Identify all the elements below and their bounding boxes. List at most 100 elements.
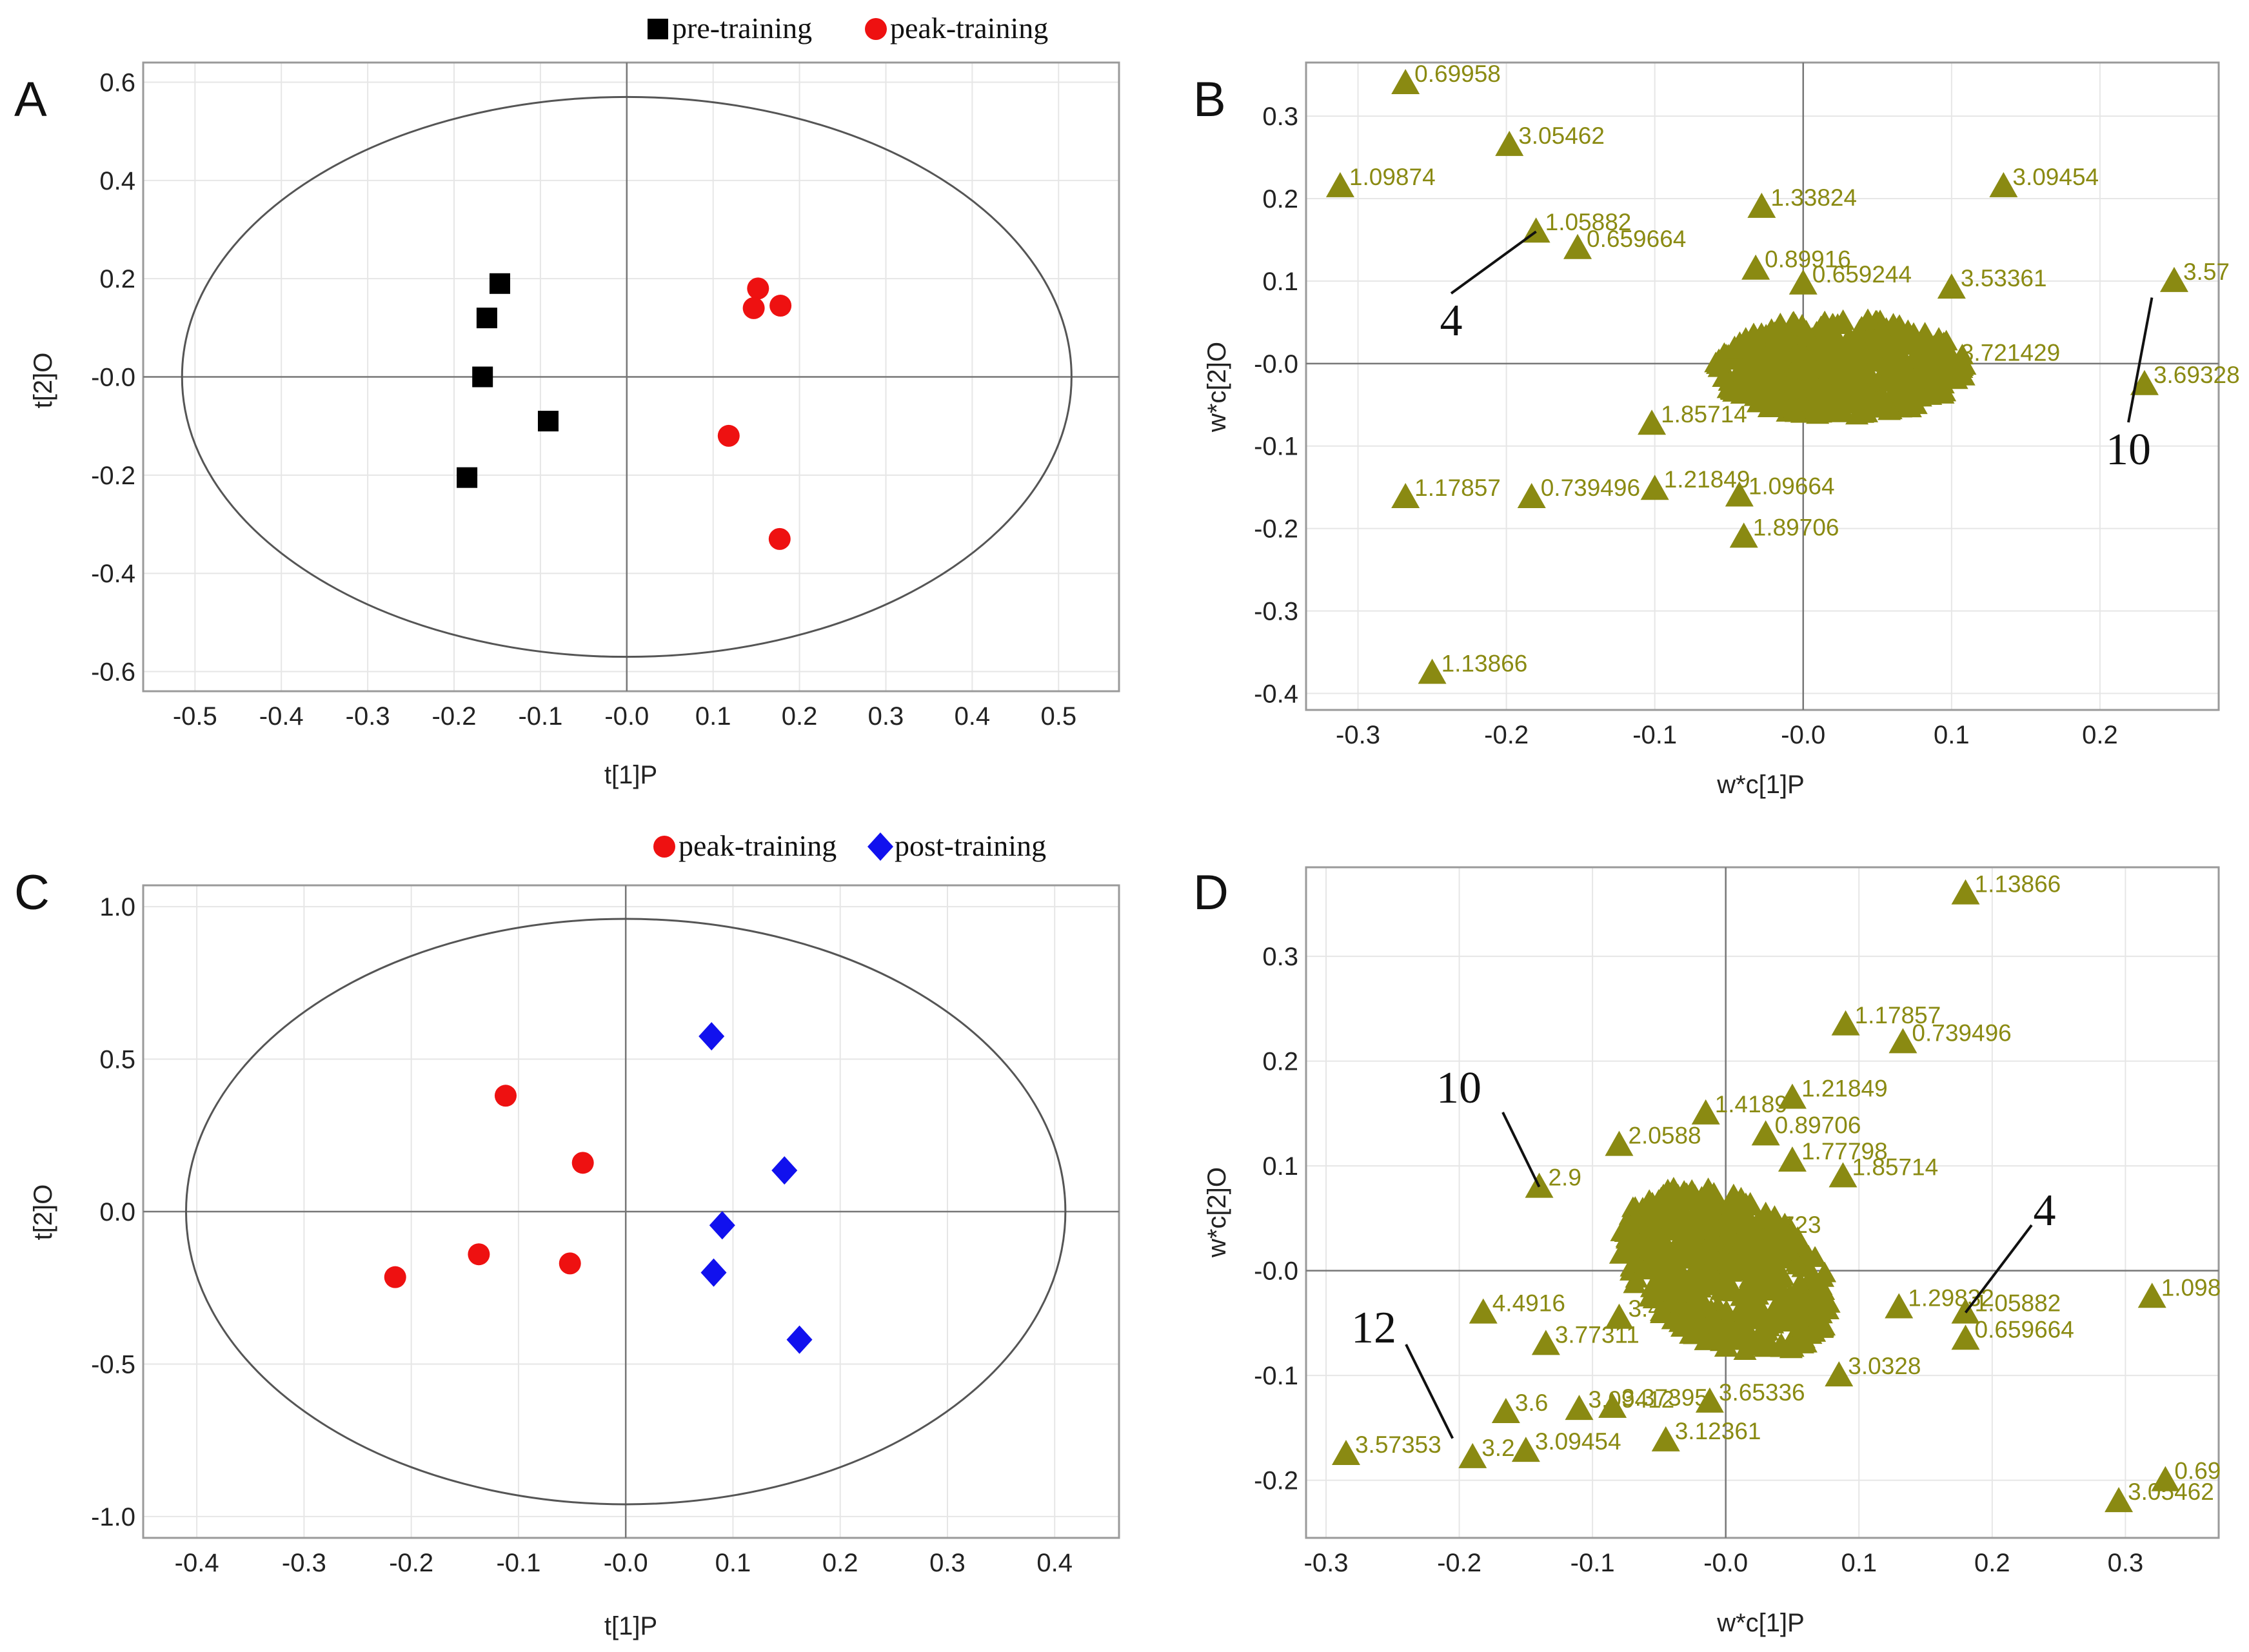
loading-point xyxy=(1861,341,1885,362)
loading-point-labeled xyxy=(1563,233,1592,259)
panel-letter: A xyxy=(14,72,47,127)
loading-point-label: 3.57 xyxy=(2183,259,2230,285)
loading-point-label: 3.65336 xyxy=(1719,1379,1805,1406)
loading-point xyxy=(1810,337,1834,359)
loading-point xyxy=(1757,360,1781,382)
loading-point-label: 0.739496 xyxy=(1912,1019,2011,1046)
x-axis-label: t[1]P xyxy=(604,761,657,789)
hotelling-ellipse xyxy=(181,95,1073,658)
loading-point-labeled xyxy=(1517,483,1546,509)
x-tick-label: -0.1 xyxy=(518,702,562,731)
y-tick-label: 0.0 xyxy=(99,1198,135,1226)
hotelling-ellipse xyxy=(185,918,1067,1506)
y-tick-label: -0.2 xyxy=(91,462,135,490)
loading-point-labeled xyxy=(1725,481,1754,507)
data-point-circle xyxy=(742,297,765,319)
x-tick-label: -0.5 xyxy=(173,702,217,731)
data-point-circle xyxy=(571,1152,594,1174)
data-point-circle xyxy=(769,295,792,317)
loading-point-label: 3.723 xyxy=(1761,1212,1821,1238)
x-tick-label: 0.2 xyxy=(2082,721,2118,749)
y-axis-label: w*c[2]O xyxy=(1203,1167,1231,1258)
loading-point-labeled xyxy=(1751,1120,1780,1146)
loading-point xyxy=(1903,368,1927,389)
loading-point xyxy=(1754,346,1778,367)
x-tick-label: -0.0 xyxy=(1781,721,1825,749)
loading-point xyxy=(1912,350,1936,371)
loading-point-label: 2.9 xyxy=(1548,1165,1581,1191)
loading-point-label: 0.659244 xyxy=(1812,261,1912,288)
loading-point xyxy=(1638,1286,1662,1307)
data-point-diamond xyxy=(709,1211,735,1240)
loading-point-labeled xyxy=(1491,1398,1520,1423)
loading-point-labeled xyxy=(1418,658,1447,684)
loading-point xyxy=(1786,1254,1810,1275)
y-tick-label: -1.0 xyxy=(91,1503,135,1531)
x-tick-label: -0.1 xyxy=(496,1549,540,1577)
loadings-cloud xyxy=(1609,1177,1841,1361)
y-tick-label: -0.5 xyxy=(91,1350,135,1379)
loading-point-labeled xyxy=(1691,1099,1720,1125)
panel-letter: D xyxy=(1193,865,1229,920)
callout: 4 xyxy=(1964,1186,2056,1313)
loading-point xyxy=(1774,1217,1798,1238)
y-axis-label: t[2]O xyxy=(29,1185,57,1241)
loading-point-labeled xyxy=(2130,369,2159,395)
loading-point-label: 3.53361 xyxy=(1961,265,2047,291)
loading-point-labeled xyxy=(2159,266,2188,292)
loading-point xyxy=(1690,1269,1714,1290)
legend-item: peak-training xyxy=(653,829,837,862)
loading-point xyxy=(1805,399,1828,420)
loading-point xyxy=(1703,1306,1727,1328)
loading-point xyxy=(1838,326,1861,347)
loading-point-label: 4.4916 xyxy=(1492,1290,1565,1317)
plot-frame xyxy=(1305,61,2220,711)
loading-point-label: 0.89706 xyxy=(1775,1112,1861,1138)
loading-point-label: 3.77311 xyxy=(1555,1321,1640,1348)
panel-letter: C xyxy=(14,865,50,920)
y-tick-label: 0.3 xyxy=(1262,943,1298,971)
y-tick-label: 0.2 xyxy=(1262,1048,1298,1076)
loading-point xyxy=(1753,375,1777,396)
y-tick-label: -0.0 xyxy=(1254,350,1298,379)
loading-point xyxy=(1733,1339,1757,1361)
callout-label: 10 xyxy=(1436,1063,1481,1113)
loading-point-label: 1.85714 xyxy=(1661,401,1747,428)
loading-point-labeled xyxy=(1778,1083,1807,1109)
loading-point xyxy=(1739,344,1763,365)
loading-point-label: 1.17857 xyxy=(1855,1002,1941,1028)
loading-point xyxy=(1699,1208,1723,1229)
loading-point xyxy=(1916,377,1940,398)
loading-point xyxy=(1869,318,1893,339)
x-tick-label: 0.4 xyxy=(1036,1549,1073,1577)
x-tick-label: 0.4 xyxy=(955,702,991,731)
loading-point xyxy=(1644,1219,1668,1241)
x-tick-label: 0.3 xyxy=(929,1549,966,1577)
callout-leader-line xyxy=(2127,297,2154,423)
loading-point xyxy=(1931,382,1955,404)
callout-label: 4 xyxy=(2034,1186,2056,1235)
loading-point-label: 2.0588 xyxy=(1628,1123,1701,1149)
data-point-circle xyxy=(494,1085,517,1107)
callout-leader-line xyxy=(1405,1344,1454,1439)
loading-point-label: 3.6 xyxy=(1515,1390,1548,1416)
loading-point-labeled xyxy=(1937,273,1966,299)
loading-point-labeled xyxy=(1888,1028,1917,1054)
x-tick-label: -0.3 xyxy=(1304,1549,1349,1577)
loading-point xyxy=(1869,388,1893,409)
loading-point xyxy=(1707,356,1731,377)
loading-point xyxy=(1708,1320,1732,1341)
loading-point xyxy=(1894,380,1917,402)
y-tick-label: 0.1 xyxy=(1262,268,1298,296)
loading-point-label: 3.0328 xyxy=(1848,1353,1921,1379)
data-point-square xyxy=(457,467,478,488)
callout-label: 10 xyxy=(2106,425,2151,475)
loading-point-labeled xyxy=(1531,1330,1560,1355)
loading-point-label: 1.33824 xyxy=(1770,184,1857,211)
y-tick-label: -0.1 xyxy=(1254,433,1298,461)
loading-point-labeled xyxy=(1828,1162,1858,1188)
panel-a: -0.5 -0.4 -0.3 -0.2 -0.1 -0.0 0.1 0.2 0.3 0.4 0.5 0… xyxy=(14,12,1120,789)
loading-point-labeled xyxy=(1825,1361,1854,1387)
loading-point xyxy=(1772,323,1796,344)
